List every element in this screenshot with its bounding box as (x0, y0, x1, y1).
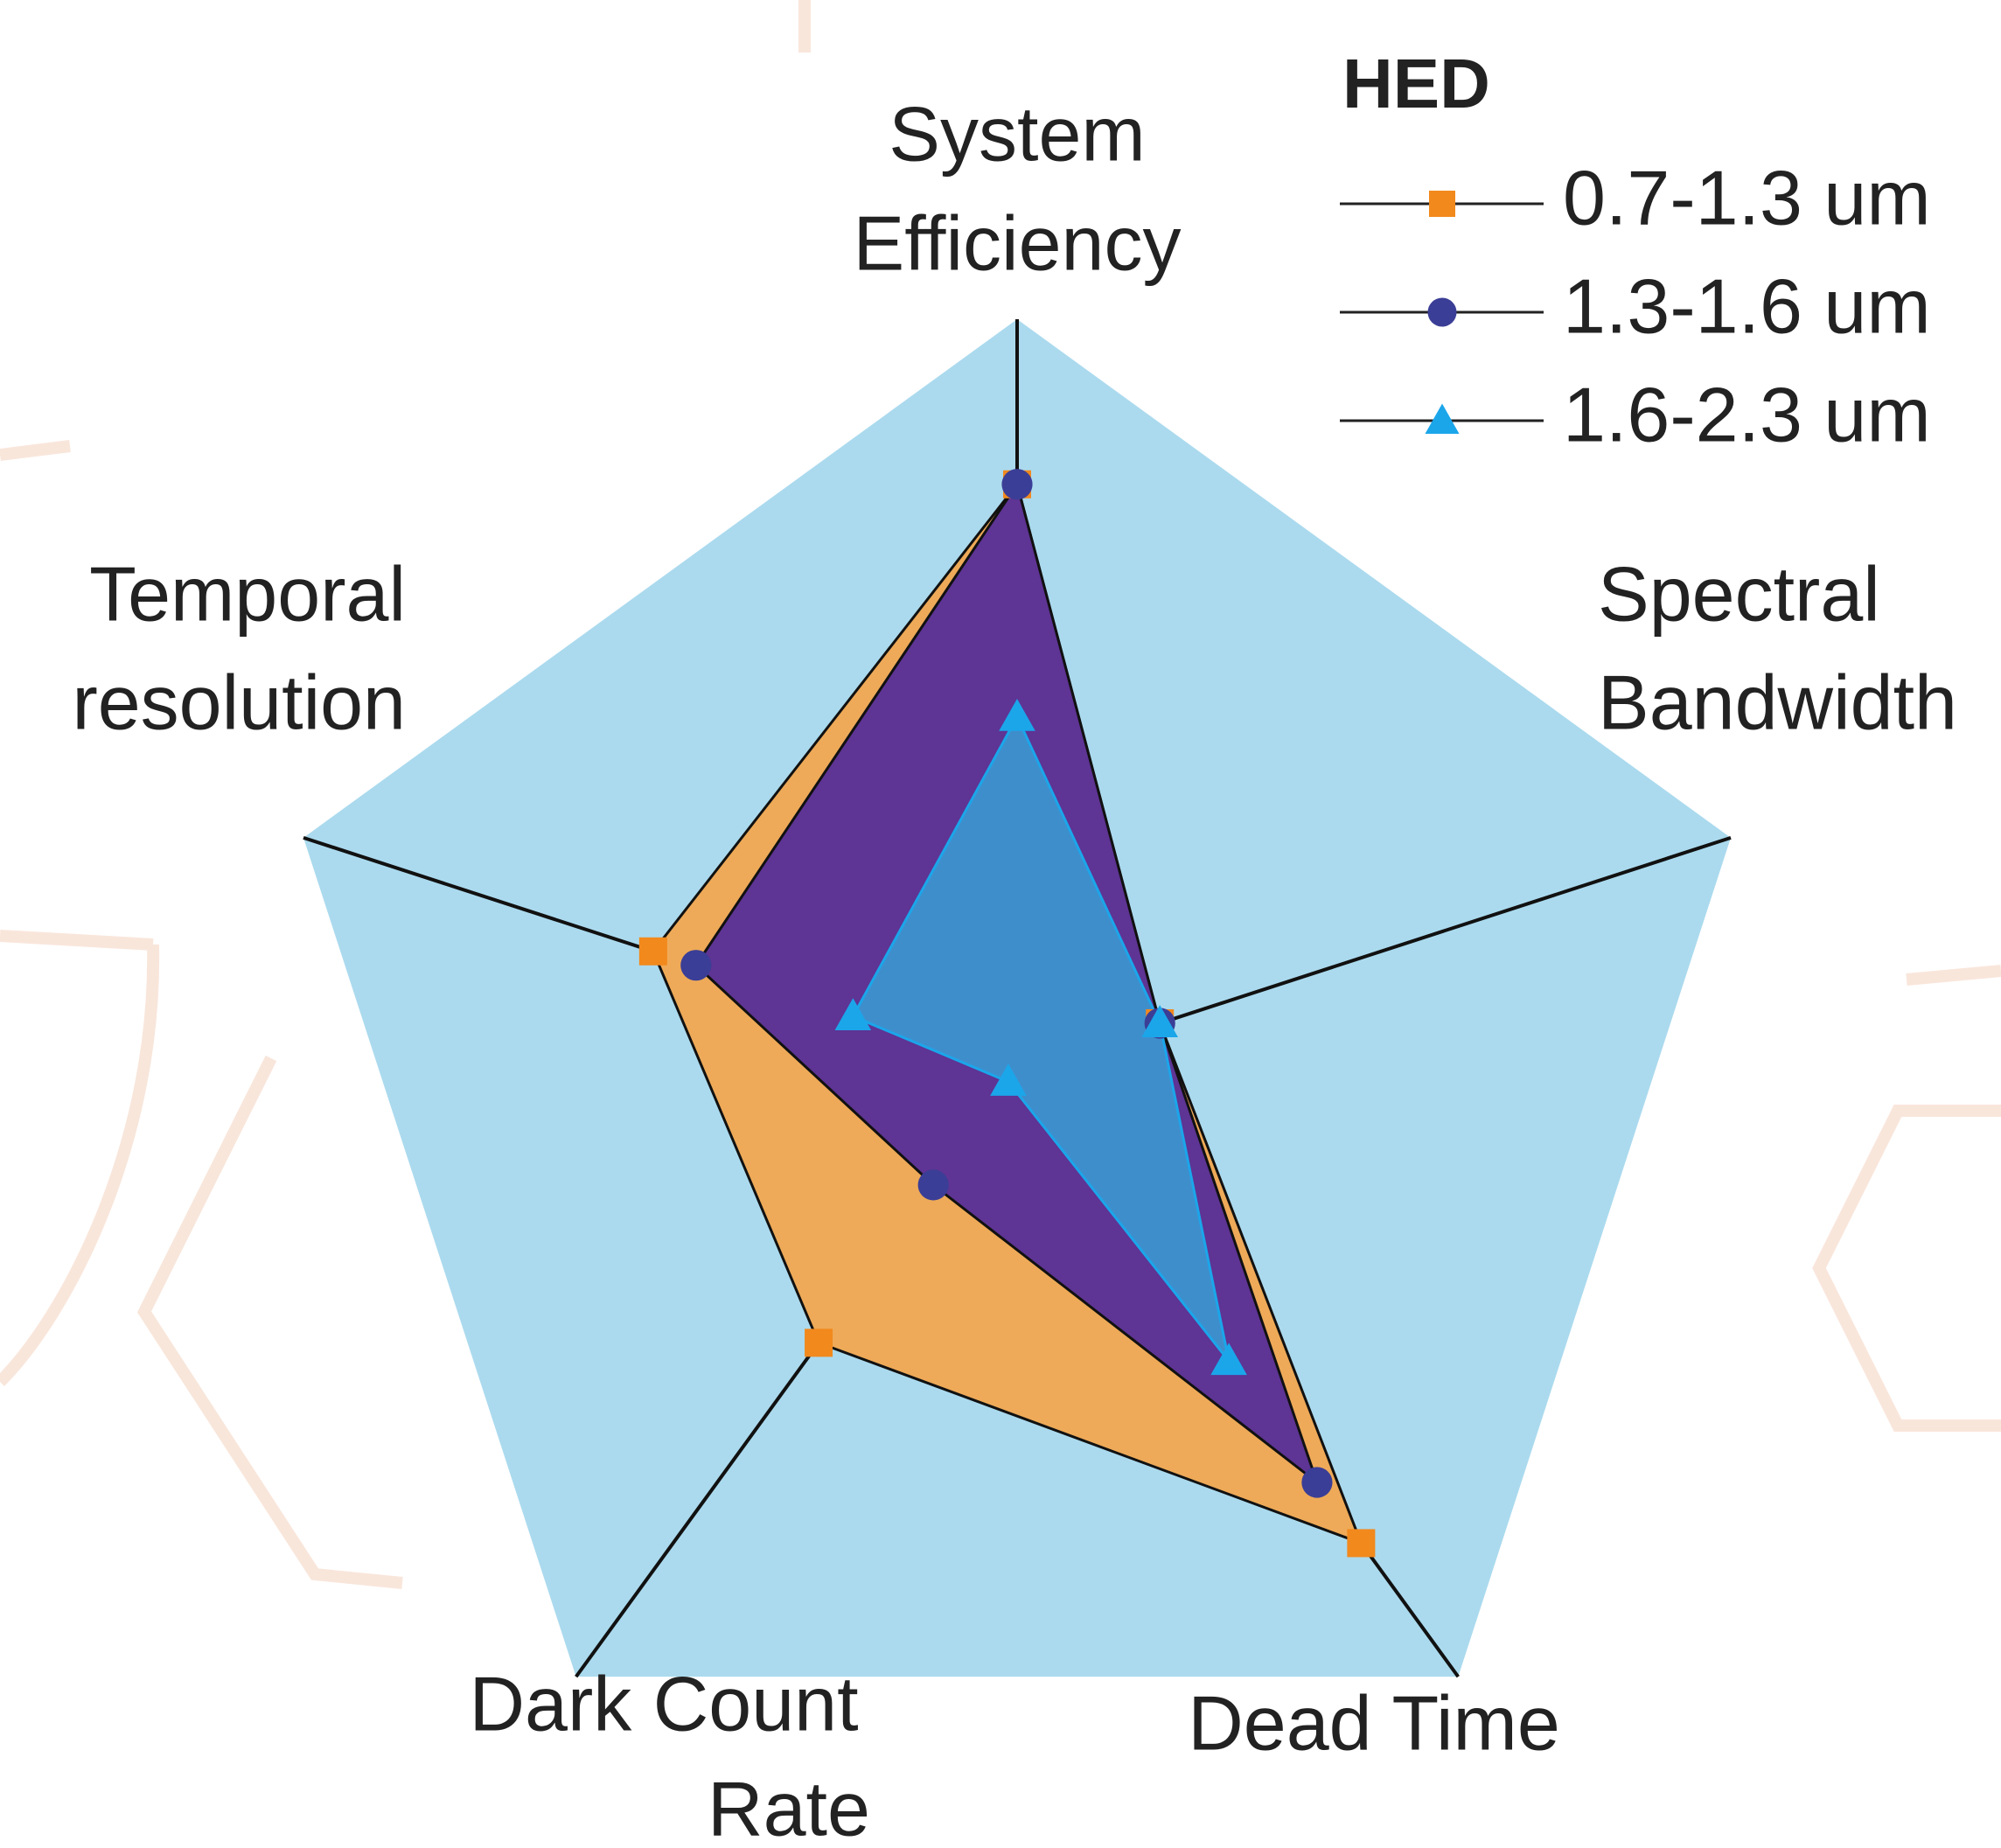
data-marker (834, 998, 872, 1031)
legend-label: 1.3-1.6 um (1563, 262, 1931, 349)
legend-title: HED (1342, 45, 1490, 122)
data-marker (638, 937, 667, 966)
data-marker (1210, 1342, 1247, 1376)
axis-label: resolution (72, 659, 406, 745)
axis-label: Spectral (1598, 550, 1880, 637)
legend-label: 0.7-1.3 um (1563, 154, 1931, 241)
axis-label: Efficiency (854, 199, 1182, 286)
data-marker (1001, 469, 1033, 500)
axis-label: Rate (708, 1765, 870, 1848)
axis-label: Dark Count (469, 1660, 858, 1747)
axis-label: Bandwidth (1598, 659, 1957, 745)
data-marker (917, 1169, 949, 1201)
data-marker (805, 1328, 833, 1357)
background-decoration (0, 0, 2001, 1589)
axis-label: System (889, 90, 1145, 177)
data-marker (990, 1063, 1027, 1096)
data-marker (680, 950, 712, 981)
axis-label: Temporal (89, 550, 406, 637)
axis-label: Dead Time (1188, 1679, 1560, 1766)
data-marker (1301, 1467, 1333, 1498)
data-marker (1141, 1005, 1179, 1037)
data-marker (1347, 1529, 1376, 1558)
legend-marker (1429, 191, 1455, 217)
data-marker (999, 698, 1035, 731)
series-area (851, 714, 1231, 1363)
legend-marker (1425, 403, 1460, 434)
legend-label: 1.6-2.3 um (1563, 371, 1931, 457)
legend-marker (1427, 297, 1457, 327)
